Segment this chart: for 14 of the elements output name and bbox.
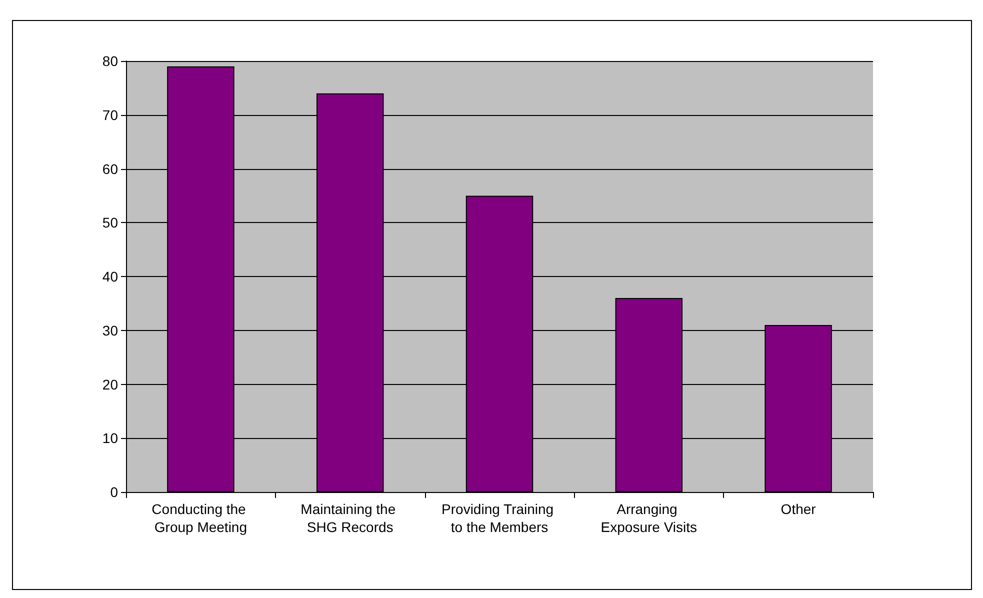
y-tick-label: 40 [102, 268, 118, 284]
y-tick-label: 60 [102, 160, 118, 177]
x-tick-label: Providing Training to the Members [442, 501, 558, 535]
y-tick-label: 50 [102, 214, 118, 231]
x-tick-label: Conducting the Group Meeting [152, 501, 250, 535]
y-tick-label: 80 [102, 53, 118, 69]
x-tick-label: Maintaining the SHG Records [300, 501, 400, 535]
x-tick-label: Arranging Exposure Visits [600, 501, 698, 535]
x-tick-label: Other [780, 501, 816, 517]
y-tick-label: 70 [102, 106, 118, 123]
y-tick-label: 30 [102, 322, 118, 338]
y-tick-label: 0 [110, 484, 118, 500]
y-tick-label: 10 [102, 430, 118, 446]
y-tick-label: 20 [102, 376, 118, 392]
